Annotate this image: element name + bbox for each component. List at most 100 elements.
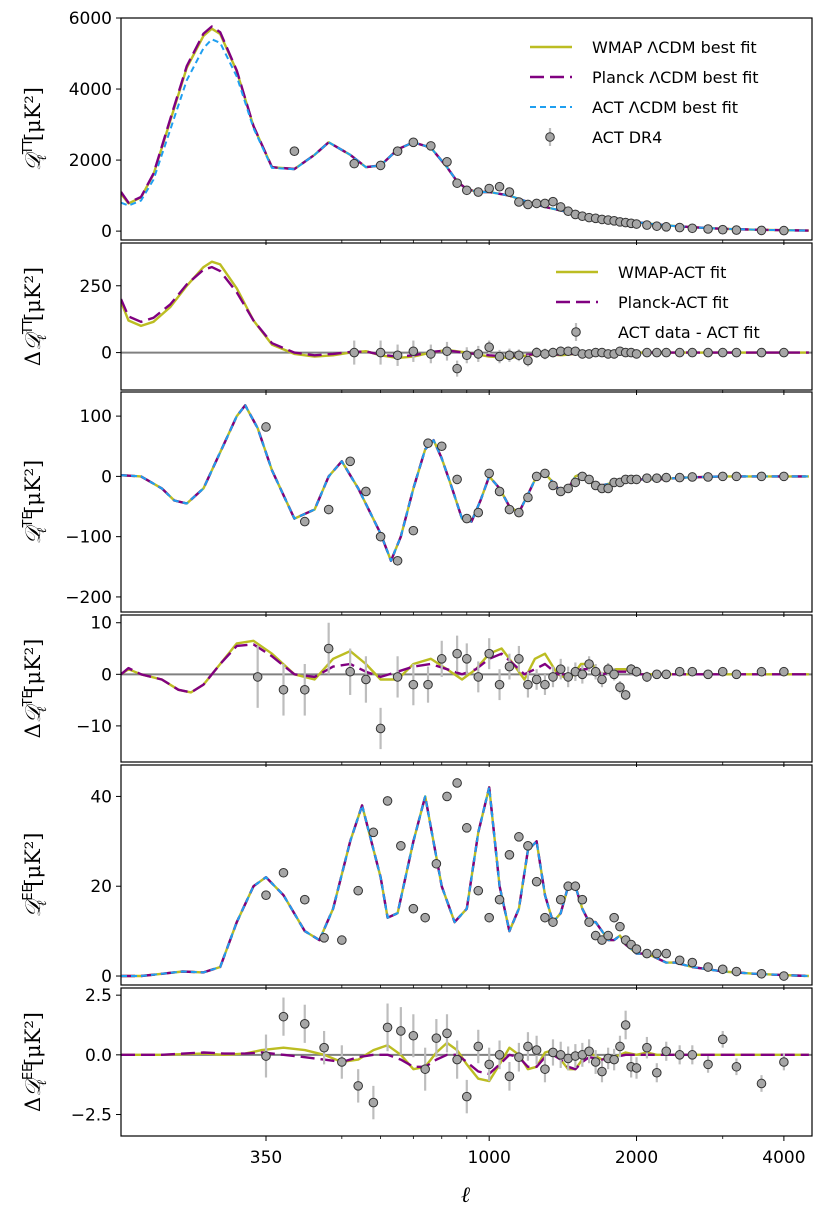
data-point [651,221,662,231]
y-label-unit: [μK²] [21,460,45,514]
data-point [731,966,742,977]
data-point [703,1059,713,1070]
data-point [514,832,524,842]
y-label-prefix: Δ [21,1097,45,1112]
data-point [494,351,505,362]
legend: WMAP ΛCDM best fit Planck ΛCDM best fit AC… [530,38,759,147]
data-point [461,350,472,361]
data-point [523,492,533,503]
panel-te: 100 0 −100 −200 𝒟TEℓ [μK²] [21,391,813,617]
data-point [642,1042,652,1053]
data-point [319,933,329,943]
data-point [473,672,484,682]
data-point [597,674,607,685]
y-label-prefix: Δ [21,723,45,738]
y-label-subscript: ℓ [35,155,50,161]
legend-label: Planck-ACT fit [618,293,729,312]
data-point [289,146,300,156]
y-label-unit: [μK²] [21,267,45,321]
data-point [382,796,393,806]
data-point [548,196,558,207]
data-point [442,157,452,167]
data-point [523,679,533,690]
data-point [590,1057,601,1067]
data-point [584,659,594,669]
x-tick-label: 4000 [762,1148,805,1168]
y-label-subscript: ℓ [35,334,50,340]
data-point [461,823,472,833]
data-point [590,930,601,941]
data-point [540,468,550,479]
plot-area [121,778,809,981]
data-point [494,679,505,690]
y-tick-label: 0 [101,967,112,987]
y-label-unit: [μK²] [21,833,45,887]
data-point [261,1051,271,1061]
data-point [631,474,642,485]
data-point [603,930,613,941]
y-axis-label: 𝒟TEℓ [μK²] [21,460,50,544]
data-point [687,1050,698,1060]
series-line-planck [121,643,809,694]
data-point [703,347,713,358]
y-tick-label: 2.5 [85,986,112,1006]
data-point [620,1020,631,1030]
data-point [337,935,347,945]
panel-ee: 0 20 40 𝒟EEℓ [μK²] [21,764,813,990]
y-label-prefix: Δ [21,351,45,366]
series-line-planck [121,786,809,978]
data-point [731,225,742,235]
y-tick-label: 10 [90,614,112,634]
data-point [531,347,542,358]
data-point [494,1050,505,1060]
data-point [473,885,484,896]
data-point [494,181,505,192]
data-point [531,471,542,482]
data-point [642,220,652,230]
data-point [392,555,403,566]
data-point [717,224,728,235]
data-point [555,202,566,212]
data-point [779,225,789,236]
data-point [514,507,524,518]
y-label-symbol: 𝒟 [21,150,45,171]
y-tick-label: 0 [101,344,112,364]
y-label-symbol: 𝒟 [21,702,45,723]
y-label-superscript: EE [21,1064,36,1080]
y-tick-label: 0.0 [85,1046,112,1066]
data-point [278,684,289,695]
data-point [278,867,289,878]
data-point [442,791,452,802]
data-point [523,841,533,851]
data-point [420,912,430,923]
series-line-wmap [121,404,809,562]
data-point [703,962,713,972]
data-point [504,849,515,860]
data-point [392,146,403,156]
data-point [473,1041,484,1052]
y-label-unit: [μK²] [21,87,45,141]
data-point [674,222,685,233]
data-point [408,346,419,357]
data-point [779,1057,789,1067]
data-point [631,219,642,229]
y-tick-label: −2.5 [71,1106,112,1126]
data-point [548,347,558,358]
series-line-wmap [121,786,809,978]
data-point [651,473,662,483]
y-label-superscript: TE [21,690,36,707]
data-point [717,471,728,482]
data-point [484,183,494,194]
legend-label: ACT DR4 [592,128,662,147]
y-label-unit: [μK²] [21,1012,45,1066]
data-point [375,723,386,734]
data-point [436,441,447,452]
data-point [452,178,462,188]
data-point [431,858,442,869]
data-point [261,890,271,901]
data-point [531,198,542,209]
y-label-symbol: 𝒟 [21,523,45,544]
data-point [484,342,494,353]
data-point [687,223,698,234]
